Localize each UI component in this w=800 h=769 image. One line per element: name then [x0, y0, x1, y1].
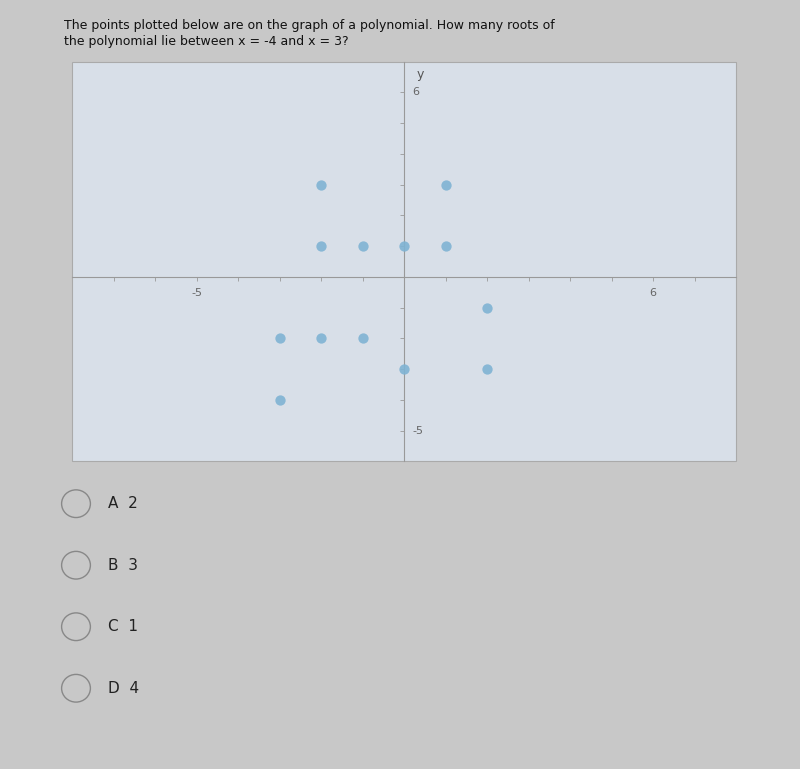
Text: B  3: B 3 — [108, 558, 138, 573]
Text: y: y — [417, 68, 424, 81]
Point — [398, 363, 410, 375]
Point — [356, 240, 369, 252]
Point — [314, 332, 327, 345]
Point — [481, 301, 494, 314]
Point — [439, 178, 452, 191]
Text: 6: 6 — [412, 87, 419, 98]
Point — [439, 240, 452, 252]
Point — [314, 178, 327, 191]
Point — [398, 240, 410, 252]
Text: 6: 6 — [650, 288, 657, 298]
Text: -5: -5 — [412, 425, 423, 436]
Text: C  1: C 1 — [108, 619, 138, 634]
Point — [273, 394, 286, 406]
Point — [273, 332, 286, 345]
Point — [481, 363, 494, 375]
Text: -5: -5 — [191, 288, 202, 298]
Text: the polynomial lie between x = -4 and x = 3?: the polynomial lie between x = -4 and x … — [64, 35, 349, 48]
Text: The points plotted below are on the graph of a polynomial. How many roots of: The points plotted below are on the grap… — [64, 19, 554, 32]
Point — [314, 240, 327, 252]
Text: D  4: D 4 — [108, 681, 139, 696]
Point — [356, 332, 369, 345]
Text: A  2: A 2 — [108, 496, 138, 511]
